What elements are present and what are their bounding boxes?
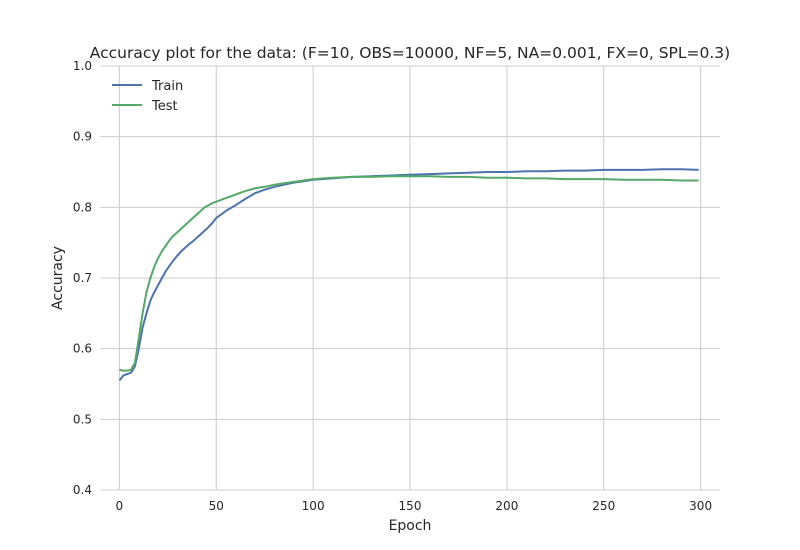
y-tick-label: 0.4: [73, 483, 92, 497]
x-tick-label: 250: [592, 499, 615, 513]
series-lines: [118, 168, 699, 382]
y-tick-label: 0.7: [73, 271, 92, 285]
series-line-train: [118, 168, 699, 382]
x-tick-label: 0: [116, 499, 124, 513]
x-tick-label: 100: [302, 499, 325, 513]
y-tick-label: 0.5: [73, 412, 92, 426]
chart-title: Accuracy plot for the data: (F=10, OBS=1…: [90, 44, 730, 62]
x-axis-label: Epoch: [389, 518, 432, 534]
y-axis-label: Accuracy: [50, 246, 66, 310]
x-axis-ticks: 0 50 100 150 200 250 300: [116, 499, 713, 513]
series-line-test: [119, 175, 699, 372]
legend: Train Test: [112, 79, 183, 114]
y-tick-label: 0.6: [73, 342, 92, 356]
x-tick-label: 50: [209, 499, 224, 513]
x-tick-label: 200: [495, 499, 518, 513]
legend-label-test: Test: [151, 99, 178, 114]
y-tick-label: 1.0: [73, 59, 92, 73]
x-tick-label: 300: [689, 499, 712, 513]
y-axis-ticks: 0.4 0.5 0.6 0.7 0.8 0.9 1.0: [73, 59, 92, 497]
y-tick-label: 0.9: [73, 130, 92, 144]
legend-label-train: Train: [151, 79, 183, 94]
grid-lines: [100, 65, 720, 491]
y-tick-label: 0.8: [73, 200, 92, 214]
x-tick-label: 150: [399, 499, 422, 513]
